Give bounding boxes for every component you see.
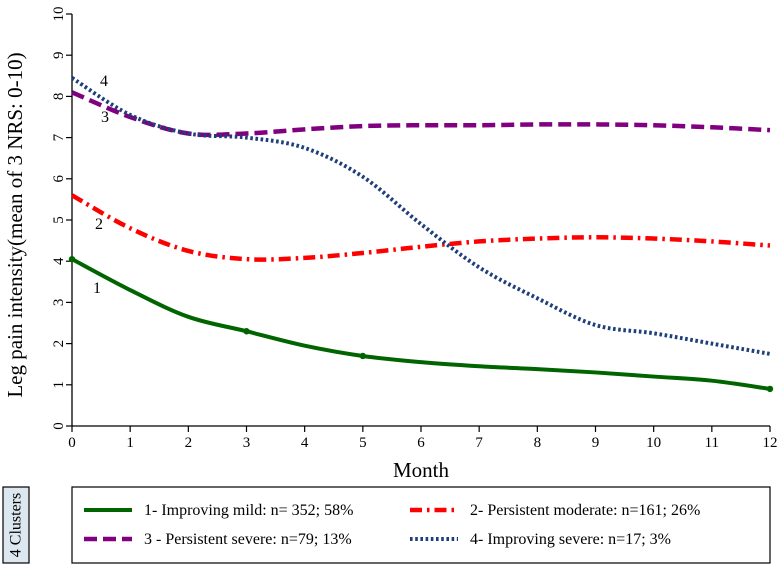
x-tick-label: 3 <box>243 435 251 451</box>
series-line-2 <box>70 193 771 262</box>
y-tick-label: 1 <box>51 381 67 389</box>
series-point-1 <box>359 352 367 360</box>
x-tick-label: 8 <box>534 435 542 451</box>
series-line-1 <box>70 257 772 391</box>
x-tick-label: 1 <box>126 435 134 451</box>
x-tick-label: 0 <box>68 435 76 451</box>
y-tick-label: 0 <box>51 422 67 430</box>
series-point-1 <box>68 255 76 263</box>
series-line-4 <box>70 76 771 356</box>
y-tick-label: 5 <box>51 216 67 224</box>
x-tick-label: 5 <box>359 435 367 451</box>
legend-title: 4 Clusters <box>8 493 25 557</box>
x-tick-label: 6 <box>417 435 425 451</box>
y-tick-label: 9 <box>51 51 67 59</box>
legend: 4 Clusters 1- Improving mild: n= 352; 58%… <box>2 486 771 564</box>
y-tick-label: 2 <box>51 340 67 348</box>
series-group: 1 2 3 4 <box>68 73 774 393</box>
curve-label-4: 4 <box>100 73 108 90</box>
x-axis-title: Month <box>393 458 450 482</box>
y-tick-label: 10 <box>51 7 67 22</box>
y-tick-label: 4 <box>51 257 67 265</box>
curve-label-2: 2 <box>95 216 103 233</box>
y-tick-label: 3 <box>51 299 67 307</box>
y-axis-title: Leg pain intensity(mean of 3 NRS: 0-10) <box>3 52 27 397</box>
x-tick-label: 9 <box>592 435 600 451</box>
legend-label-2: 2- Persistent moderate: n=161; 26% <box>470 502 700 519</box>
y-tick-label: 7 <box>51 133 67 141</box>
legend-title-box <box>2 486 30 564</box>
legend-label-3: 3 - Persistent severe: n=79; 13% <box>144 531 352 548</box>
x-tick-label: 10 <box>646 435 661 451</box>
series-point-1 <box>766 385 774 393</box>
y-tick-label: 8 <box>51 93 67 101</box>
curve-label-1: 1 <box>93 280 101 297</box>
x-tick-label: 2 <box>185 435 193 451</box>
legend-label-4: 4- Improving severe: n=17; 3% <box>470 531 671 548</box>
x-tick-label: 11 <box>705 435 719 451</box>
x-tick-label: 4 <box>301 435 309 451</box>
curve-label-3: 3 <box>101 109 109 126</box>
y-tick-label: 6 <box>51 175 67 183</box>
legend-label-1: 1- Improving mild: n= 352; 58% <box>144 502 353 519</box>
legend-box <box>71 486 771 564</box>
series-point-1 <box>243 328 250 335</box>
x-tick-label: 7 <box>475 435 483 451</box>
x-tick-label: 12 <box>763 435 778 451</box>
